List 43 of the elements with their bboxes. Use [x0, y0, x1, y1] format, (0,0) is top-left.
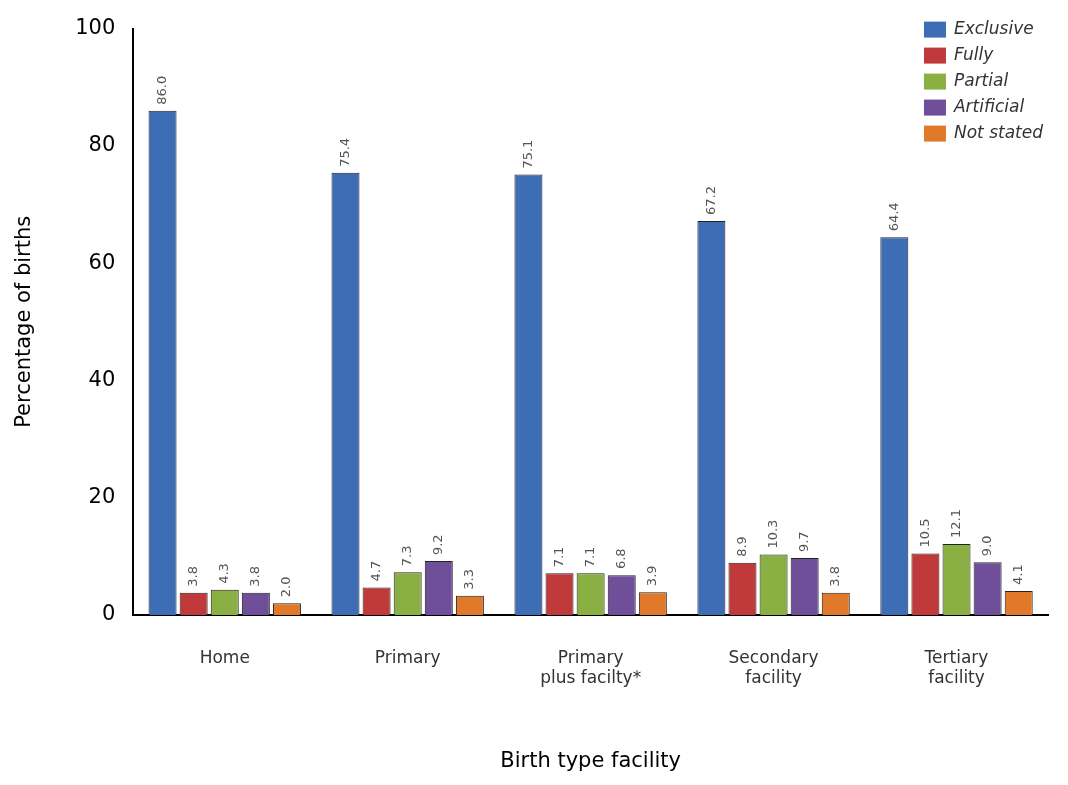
x-tick-label: Tertiary facility — [923, 646, 989, 688]
legend-label: Fully — [953, 44, 995, 65]
x-tick-label: Primary — [374, 646, 441, 667]
data-label: 8.9 — [733, 536, 749, 557]
y-tick-label: 40 — [88, 366, 116, 391]
legend-label: Not stated — [953, 122, 1044, 143]
data-label: 4.7 — [367, 560, 383, 582]
data-label: 4.1 — [1010, 564, 1026, 585]
data-label: 3.8 — [827, 566, 843, 587]
data-label: 10.3 — [764, 519, 780, 549]
y-tick-label: 100 — [75, 15, 116, 40]
y-tick-label: 60 — [88, 249, 116, 274]
data-label: 3.8 — [185, 566, 201, 587]
data-label: 64.4 — [885, 202, 901, 232]
data-label: 3.8 — [247, 566, 263, 587]
data-label: 7.3 — [399, 545, 415, 567]
data-label: 67.2 — [702, 185, 718, 215]
data-label: 12.1 — [947, 509, 963, 539]
y-axis-title: Percentage of births — [11, 215, 36, 428]
data-label: 75.4 — [336, 137, 352, 167]
data-label: 9.2 — [430, 534, 446, 556]
x-tick-label: Secondary facility — [728, 646, 819, 688]
x-tick-label: Home — [199, 646, 250, 667]
legend-label: Partial — [953, 70, 1009, 91]
data-label: 10.5 — [916, 518, 932, 548]
data-label: 9.0 — [979, 535, 994, 557]
data-label: 2.0 — [278, 576, 294, 598]
data-label: 7.1 — [582, 546, 598, 568]
y-tick-label: 80 — [88, 132, 116, 157]
data-label: 3.9 — [644, 565, 660, 587]
data-label: 9.7 — [796, 531, 812, 553]
data-label: 7.1 — [550, 546, 566, 568]
data-label: 86.0 — [153, 75, 169, 105]
y-tick-label: 20 — [88, 484, 116, 509]
legend-label: Artificial — [952, 96, 1025, 117]
x-tick-label: Primary plus facilty* — [540, 646, 642, 688]
x-axis-title: Birth type facility — [500, 747, 681, 772]
data-label: 3.3 — [461, 568, 477, 590]
data-label: 6.8 — [613, 548, 629, 570]
y-tick-label: 0 — [101, 601, 116, 626]
legend-label: Exclusive — [953, 18, 1034, 39]
data-label: 4.3 — [216, 563, 232, 584]
data-label: 75.1 — [519, 139, 535, 169]
